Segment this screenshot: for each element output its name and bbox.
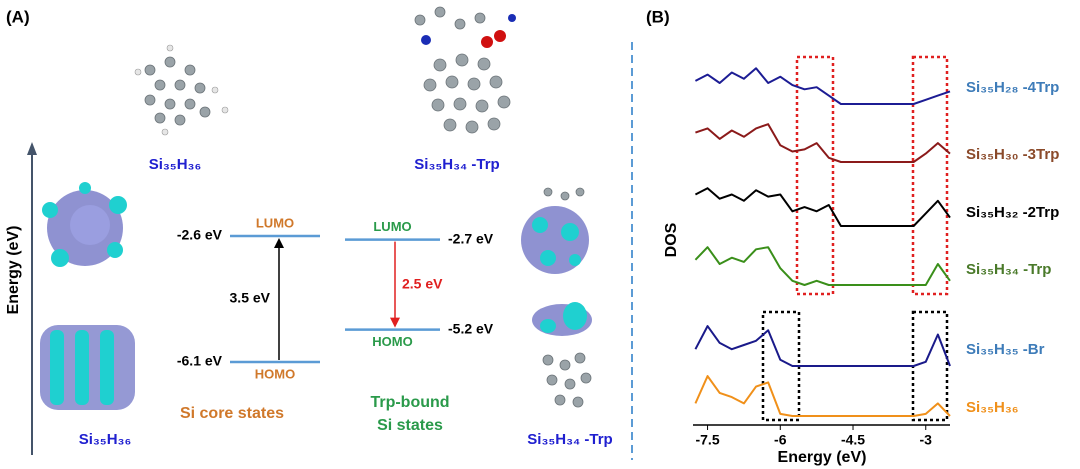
caption: Trp-bound	[370, 394, 449, 411]
series-label: Si₃₅H₃₂ -2Trp	[966, 204, 1059, 221]
gap-label: 2.5 eV	[402, 275, 443, 291]
dos-curve	[694, 325, 951, 367]
x-axis-label: Energy (eV)	[778, 449, 867, 466]
gap-arrowhead	[274, 238, 284, 248]
highlight-box	[911, 55, 949, 296]
dos-curve	[695, 123, 951, 163]
energy-arrow	[27, 142, 37, 155]
structure-trp	[414, 6, 516, 134]
series-label: Si₃₅H₂₈ -4Trp	[966, 79, 1059, 96]
dos-curve	[694, 375, 951, 417]
structure-label: Si₃₅H₃₆	[79, 431, 132, 448]
orbital-core-homo	[40, 325, 135, 410]
level-label: LUMO	[373, 219, 411, 234]
caption: Si states	[377, 417, 443, 434]
dos-curve	[694, 67, 951, 105]
orbital-trp-homo	[532, 302, 592, 408]
dos-curve	[694, 246, 951, 286]
x-tick-label: -6	[774, 432, 787, 448]
caption: Si core states	[180, 405, 284, 422]
series-label: Si₃₅H₃₅ -Br	[966, 341, 1045, 358]
level-energy: -5.2 eV	[448, 320, 494, 336]
structure-label: Si₃₅H₃₄ -Trp	[414, 156, 499, 173]
x-tick-label: -4.5	[841, 432, 865, 448]
x-tick-label: -7.5	[695, 432, 719, 448]
structure-label: Si₃₅H₃₆	[149, 156, 202, 173]
orbital-core-lumo	[42, 182, 127, 267]
level-energy: -2.7 eV	[448, 230, 494, 246]
dos-curve	[694, 187, 951, 227]
gap-label: 3.5 eV	[230, 290, 271, 306]
gap-arrowhead	[390, 317, 400, 328]
level-energy: -2.6 eV	[177, 227, 223, 243]
series-label: Si₃₅H₃₆	[966, 399, 1019, 416]
level-energy: -6.1 eV	[177, 353, 223, 369]
series-label: Si₃₅H₃₄ -Trp	[966, 261, 1051, 278]
series-label: Si₃₅H₃₀ -3Trp	[966, 146, 1059, 163]
x-tick-label: -3	[920, 432, 933, 448]
panel-label: (B)	[646, 7, 670, 26]
highlight-box	[795, 55, 835, 296]
highlight-box	[911, 310, 949, 422]
panel-label: (A)	[6, 7, 30, 26]
level-label: HOMO	[255, 366, 295, 381]
structure-label: Si₃₅H₃₄ -Trp	[527, 431, 612, 448]
orbital-trp-lumo	[521, 187, 589, 274]
level-label: HOMO	[372, 334, 412, 349]
level-label: LUMO	[256, 215, 294, 230]
structure-core	[134, 44, 229, 136]
axis-label: Energy (eV)	[5, 226, 22, 315]
y-axis-label: DOS	[663, 222, 680, 257]
